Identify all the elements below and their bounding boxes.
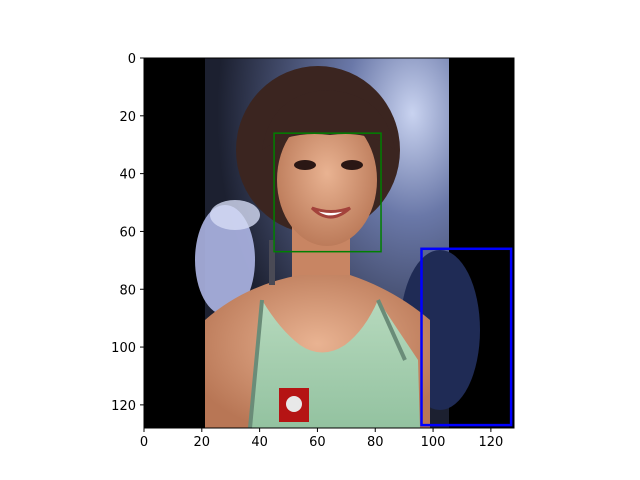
y-tick-label: 80 [119,283,136,298]
bounding-box-green [273,132,382,253]
y-tick-label: 40 [119,168,136,183]
x-tick-label: 60 [309,435,326,450]
x-tick-label: 100 [421,435,446,450]
y-tick-label: 20 [119,110,136,125]
y-tick-label: 0 [128,52,136,67]
x-tick-label: 20 [194,435,211,450]
x-tick-label: 80 [367,435,384,450]
bounding-box-blue [420,247,513,427]
x-tick-label: 0 [140,435,148,450]
y-tick-label: 120 [111,399,136,414]
x-tick-label: 120 [478,435,503,450]
y-axis: 0 20 40 60 80 100 120 [111,52,144,414]
image-panel [144,58,514,428]
y-tick-label: 60 [119,225,136,240]
y-tick-label: 100 [111,341,136,356]
axes-frame [143,57,515,429]
portrait-photo [195,58,480,428]
x-axis: 0 20 40 60 80 100 120 [140,428,503,450]
x-tick-label: 40 [251,435,268,450]
